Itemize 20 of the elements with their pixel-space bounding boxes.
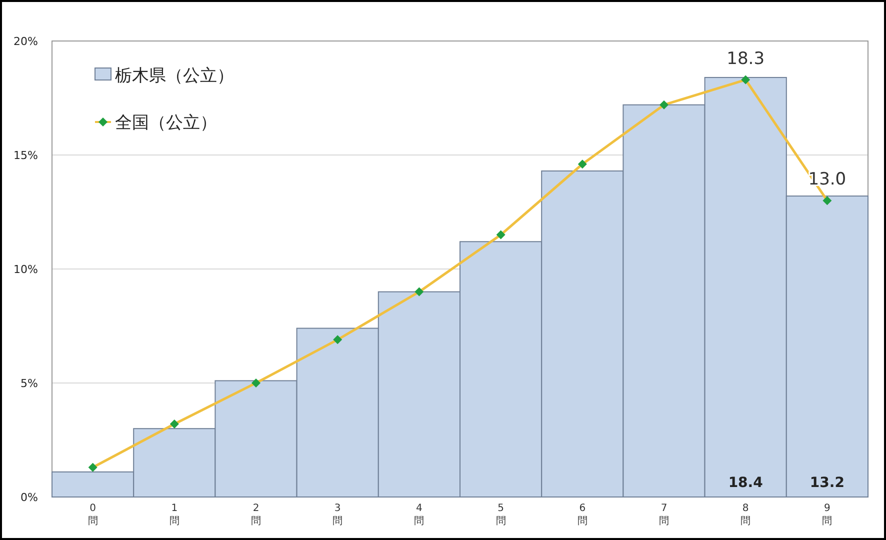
y-tick-label: 20% xyxy=(14,35,38,48)
x-tick-label: 2問 xyxy=(251,503,261,527)
y-tick-label: 15% xyxy=(14,149,38,162)
x-tick-label: 7問 xyxy=(659,503,669,527)
x-tick-label: 8問 xyxy=(740,503,751,527)
y-tick-label: 5% xyxy=(20,377,38,390)
x-tick-label: 0問 xyxy=(88,503,98,527)
x-tick-label: 5問 xyxy=(496,503,506,527)
x-tick-label: 9問 xyxy=(822,503,832,527)
x-tick-label: 3問 xyxy=(332,503,343,527)
x-tick-label: 6問 xyxy=(577,503,588,527)
y-tick-label: 0% xyxy=(20,491,38,504)
data-label: 18.3 xyxy=(726,48,765,69)
y-tick-label: 10% xyxy=(14,263,38,276)
x-tick-label: 4問 xyxy=(414,503,424,527)
legend-label: 栃木県（公立） xyxy=(115,66,234,86)
data-label: 18.4 xyxy=(728,475,764,491)
x-tick-label: 1問 xyxy=(169,503,180,527)
legend-label: 全国（公立） xyxy=(115,113,217,133)
data-label: 13.2 xyxy=(810,475,844,491)
